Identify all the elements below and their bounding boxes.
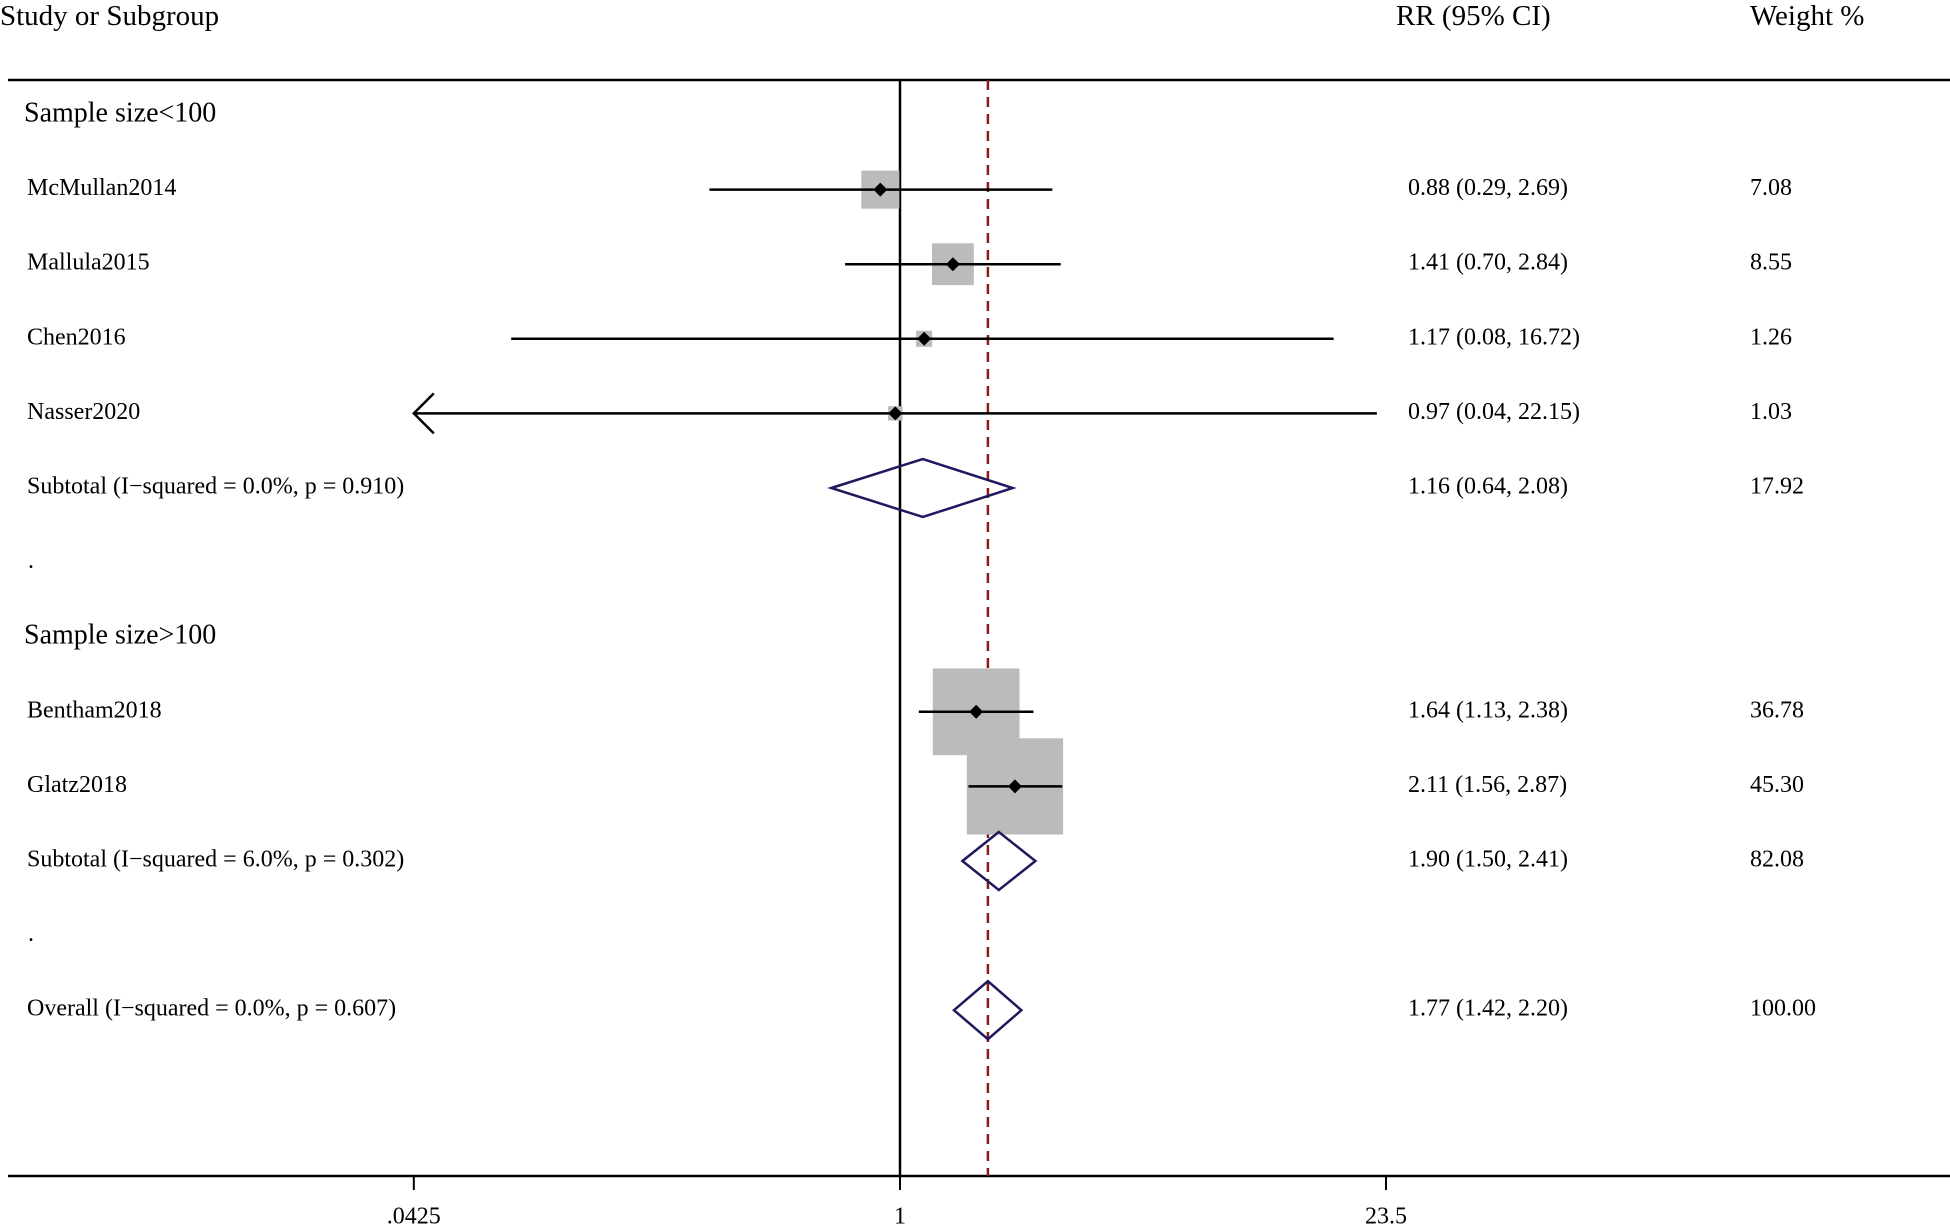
header-rr-label: RR (95% CI) [1396, 0, 1551, 32]
weight-value: 100.00 [1750, 996, 1816, 1022]
subtotal-diamond [827, 457, 1017, 519]
study-label: Chen2016 [27, 324, 126, 350]
subgroup-heading: Sample size<100 [24, 97, 216, 128]
weight-value: 7.08 [1750, 175, 1792, 201]
header-weight-label: Weight % [1750, 0, 1864, 32]
rr-ci-value: 0.97 (0.04, 22.15) [1408, 399, 1580, 425]
study-label: Bentham2018 [27, 697, 162, 723]
point-estimate [945, 257, 960, 272]
rr-ci-value: 1.77 (1.42, 2.20) [1408, 996, 1568, 1022]
row-separator-dot: . [28, 921, 34, 947]
weight-value: 45.30 [1750, 772, 1804, 798]
ci-arrow-left [412, 392, 435, 435]
x-tick-label: 23.5 [1365, 1204, 1407, 1230]
subgroup-heading: Sample size>100 [24, 620, 216, 651]
weight-value: 36.78 [1750, 697, 1804, 723]
point-estimate [888, 406, 903, 421]
weight-value: 17.92 [1750, 474, 1804, 500]
study-label: Glatz2018 [27, 772, 127, 798]
rr-ci-value: 0.88 (0.29, 2.69) [1408, 175, 1568, 201]
x-tick-label: 1 [894, 1204, 906, 1230]
point-estimate [1007, 779, 1022, 794]
rr-ci-value: 1.41 (0.70, 2.84) [1408, 250, 1568, 276]
rr-ci-value: 2.11 (1.56, 2.87) [1408, 772, 1567, 798]
point-estimate [873, 182, 888, 197]
study-label: Mallula2015 [27, 250, 150, 276]
weight-value: 1.26 [1750, 324, 1792, 350]
rr-ci-value: 1.64 (1.13, 2.38) [1408, 697, 1568, 723]
weight-value: 8.55 [1750, 250, 1792, 276]
rr-ci-value: 1.17 (0.08, 16.72) [1408, 324, 1580, 350]
rr-ci-value: 1.90 (1.50, 2.41) [1408, 847, 1568, 873]
x-tick-label: .0425 [387, 1204, 441, 1230]
row-separator-dot: . [28, 548, 34, 574]
point-estimate [969, 704, 984, 719]
rr-ci-value: 1.16 (0.64, 2.08) [1408, 474, 1568, 500]
study-label: Nasser2020 [27, 399, 140, 425]
subtotal-label: Subtotal (I−squared = 0.0%, p = 0.910) [27, 474, 404, 500]
subtotal-label: Subtotal (I−squared = 6.0%, p = 0.302) [27, 847, 404, 873]
overall-label: Overall (I−squared = 0.0%, p = 0.607) [27, 996, 396, 1022]
weight-value: 82.08 [1750, 847, 1804, 873]
weight-value: 1.03 [1750, 399, 1792, 425]
header-study-label: Study or Subgroup [0, 0, 219, 32]
overall-diamond [952, 979, 1024, 1041]
subtotal-diamond [960, 830, 1038, 892]
study-label: McMullan2014 [27, 175, 176, 201]
point-estimate [917, 331, 932, 346]
